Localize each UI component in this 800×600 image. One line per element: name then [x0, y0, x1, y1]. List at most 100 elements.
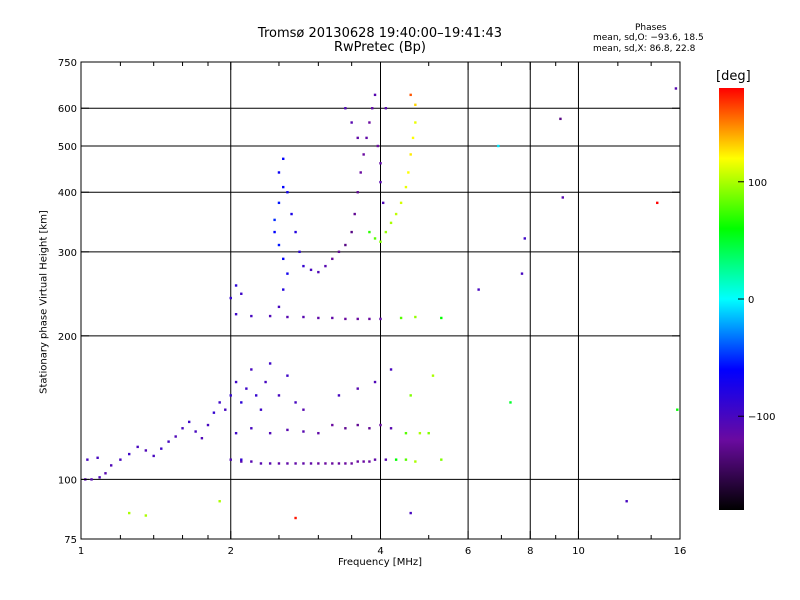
- echo-point: [152, 454, 155, 458]
- echo-point: [431, 374, 435, 377]
- echo-point: [250, 427, 253, 430]
- echo-point: [218, 401, 221, 404]
- echo-point: [290, 212, 293, 216]
- echo-point: [389, 368, 393, 371]
- echo-point: [86, 458, 89, 461]
- echo-point: [371, 107, 374, 110]
- echo-point: [440, 316, 443, 320]
- y-tick-label: 750: [58, 58, 77, 69]
- echo-point: [317, 431, 320, 435]
- y-tick-label: 500: [58, 142, 77, 153]
- echo-point: [399, 201, 403, 205]
- echo-point: [96, 456, 99, 459]
- echo-point: [250, 368, 253, 371]
- echo-point: [520, 272, 524, 275]
- echo-point: [353, 212, 356, 216]
- echo-point: [381, 201, 385, 205]
- echo-point: [356, 387, 359, 390]
- echo-point: [277, 394, 281, 397]
- grid-lines: [81, 62, 680, 539]
- echo-point: [144, 449, 148, 452]
- echo-point: [344, 107, 347, 110]
- x-tick-label: 4: [377, 546, 383, 557]
- echo-point: [240, 292, 243, 295]
- echo-point: [259, 408, 263, 411]
- echo-point: [268, 431, 272, 435]
- echo-point: [414, 103, 417, 107]
- echo-point: [409, 394, 412, 397]
- echo-point: [373, 380, 377, 384]
- echo-point: [286, 462, 289, 465]
- echo-point: [286, 191, 289, 194]
- echo-point: [368, 460, 371, 463]
- echo-point: [409, 153, 412, 156]
- echo-point: [268, 362, 272, 365]
- phase-stats-x: mean, sd,X: 86.8, 22.8: [593, 44, 696, 54]
- echo-point: [282, 157, 285, 161]
- echo-point: [404, 185, 408, 189]
- echo-point: [359, 171, 362, 174]
- echo-point: [350, 121, 353, 124]
- echo-point: [356, 191, 359, 194]
- echo-point: [234, 284, 238, 287]
- echo-point: [98, 476, 101, 479]
- echo-point: [337, 250, 341, 254]
- colorbar-tick-label: −100: [748, 412, 775, 423]
- echo-point: [224, 408, 227, 411]
- echo-point: [337, 394, 341, 397]
- echo-point: [356, 423, 359, 427]
- echo-point: [229, 296, 232, 300]
- echo-point: [409, 93, 412, 97]
- echo-point: [277, 243, 281, 247]
- echo-point: [90, 478, 93, 481]
- echo-point: [384, 458, 388, 461]
- echo-point: [331, 316, 334, 320]
- echo-point: [379, 180, 382, 184]
- echo-point: [309, 462, 313, 465]
- echo-point: [368, 230, 371, 234]
- echo-point: [399, 316, 403, 320]
- echo-point: [625, 500, 628, 503]
- echo-point: [268, 462, 272, 465]
- echo-point: [404, 458, 408, 461]
- x-axis-ticks: 1 2 4 6 8 10 16: [78, 62, 686, 557]
- echo-point: [187, 420, 191, 424]
- echo-point: [331, 462, 334, 465]
- echo-point: [384, 230, 388, 234]
- echo-point: [294, 516, 297, 520]
- echo-point: [234, 312, 238, 316]
- echo-point: [286, 272, 289, 275]
- echo-point: [409, 511, 412, 515]
- echo-point: [561, 196, 564, 199]
- echo-point: [234, 380, 238, 384]
- echo-point: [411, 136, 415, 140]
- y-tick-label: 75: [64, 535, 77, 546]
- echo-point: [674, 87, 678, 90]
- echo-point: [302, 430, 305, 433]
- echo-point: [229, 458, 232, 461]
- chart-title: Tromsø 20130628 19:40:00–19:41:43: [257, 26, 503, 41]
- echo-point: [368, 427, 371, 430]
- y-axis-ticks: 75 100 200 300 400 500 600 750: [58, 58, 680, 546]
- echo-point: [356, 460, 359, 463]
- x-tick-label: 10: [572, 546, 585, 557]
- echo-point: [234, 431, 238, 435]
- echo-point: [477, 288, 480, 291]
- echo-point: [559, 117, 562, 121]
- x-tick-label: 1: [78, 546, 84, 557]
- echo-point: [160, 447, 163, 450]
- phases-title: Phases: [635, 23, 667, 33]
- x-tick-label: 2: [228, 546, 234, 557]
- echo-point: [264, 380, 267, 384]
- echo-point: [174, 435, 177, 438]
- colorbar-tick-label: 100: [748, 178, 767, 189]
- echo-point: [414, 121, 417, 124]
- echo-point: [282, 185, 285, 189]
- echo-point: [212, 411, 216, 414]
- echo-point: [376, 144, 379, 148]
- echo-point: [259, 462, 263, 465]
- colorbar-unit-label: [deg]: [716, 69, 751, 84]
- echo-point: [273, 218, 276, 222]
- echo-point: [344, 243, 347, 247]
- echo-point: [245, 387, 248, 390]
